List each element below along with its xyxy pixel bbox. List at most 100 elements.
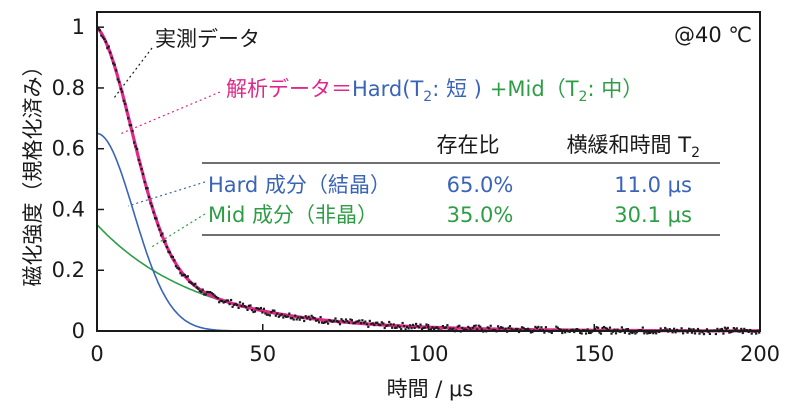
measured-point — [395, 326, 398, 329]
measured-point — [725, 327, 728, 330]
mid-row-t2: 30.1 μs — [614, 203, 692, 227]
measured-point — [143, 181, 146, 184]
measured-point — [708, 332, 711, 335]
measured-point — [520, 326, 524, 329]
measured-point — [450, 328, 453, 331]
measured-point — [498, 327, 501, 330]
measured-point — [258, 307, 261, 311]
measured-point — [740, 327, 743, 330]
measured-point — [300, 316, 303, 319]
measured-point — [264, 312, 267, 315]
measured-point — [616, 328, 619, 331]
x-ticks: 0 50 100 150 200 — [90, 324, 780, 366]
measured-point — [579, 331, 582, 334]
fit-formula-hard: Hard(T — [352, 77, 423, 101]
hard-row-label: Hard 成分（結晶） — [208, 173, 391, 197]
measured-point — [480, 328, 483, 331]
measured-point — [159, 234, 163, 237]
measured-point — [295, 318, 298, 321]
measured-point — [714, 332, 717, 336]
measured-point — [400, 328, 403, 331]
measured-point — [121, 90, 124, 93]
measured-point — [165, 246, 168, 249]
measured-point — [106, 47, 109, 50]
measured-point — [586, 328, 589, 331]
measured-point — [673, 327, 676, 330]
measured-point — [474, 324, 477, 327]
measured-point — [643, 332, 646, 335]
measured-point — [420, 328, 424, 331]
measured-point — [124, 102, 127, 105]
measured-point — [655, 332, 658, 335]
measured-point — [441, 325, 444, 328]
measured-point — [388, 320, 391, 324]
measured-point — [462, 328, 465, 331]
measured-point — [585, 332, 588, 335]
measured-point — [324, 321, 327, 324]
measured-point — [732, 327, 735, 330]
measured-point — [349, 318, 352, 321]
measured-point — [234, 302, 237, 305]
measured-point — [224, 300, 227, 303]
measured-point — [341, 319, 345, 322]
measured-point — [415, 322, 418, 325]
measured-point — [133, 141, 136, 144]
measured-data-label: 実測データ — [155, 27, 260, 51]
measured-point — [594, 328, 597, 331]
measured-point — [298, 318, 301, 321]
fit-formula: 解析データ＝Hard(T2: 短 ) +Mid（T2: 中） — [226, 77, 643, 105]
measured-point — [279, 314, 282, 317]
measured-point — [267, 313, 270, 316]
measured-point — [227, 299, 230, 302]
measured-point — [458, 324, 461, 327]
measured-point — [306, 317, 309, 320]
measured-point — [610, 332, 613, 335]
measured-point — [686, 331, 689, 334]
measured-point — [659, 327, 662, 330]
measured-point — [413, 326, 416, 329]
fit-formula-mid: +Mid（T — [490, 77, 579, 101]
measured-point — [602, 325, 606, 329]
measured-point — [307, 315, 310, 318]
measured-point — [131, 129, 134, 133]
table-header-t2: 横緩和時間 T2 — [567, 133, 700, 161]
y-tick-label: 0.6 — [52, 137, 85, 161]
measured-point — [540, 326, 543, 329]
measured-point — [209, 291, 212, 294]
measured-point — [350, 319, 353, 322]
measured-point — [362, 321, 365, 324]
measured-point — [158, 228, 161, 231]
measured-point — [607, 328, 610, 331]
measured-point — [410, 327, 413, 330]
measured-point — [201, 288, 204, 291]
measured-point — [115, 69, 118, 72]
measured-point — [174, 265, 177, 268]
temperature-label: @40 ℃ — [674, 23, 752, 47]
measured-point — [558, 328, 561, 331]
measured-point — [468, 327, 471, 330]
measured-point — [368, 319, 371, 322]
x-tick-label: 150 — [574, 342, 614, 366]
measured-point — [288, 312, 291, 315]
measured-point — [588, 331, 591, 334]
measured-point — [291, 317, 294, 320]
measured-point — [500, 326, 503, 329]
measured-point — [185, 275, 188, 278]
x-tick-label: 50 — [249, 342, 276, 366]
measured-point — [365, 323, 368, 326]
measured-point — [164, 239, 167, 243]
hard-row-ratio: 65.0% — [447, 173, 514, 197]
measured-point — [276, 312, 279, 315]
measured-point — [356, 320, 359, 323]
measured-point — [434, 327, 437, 330]
measured-point — [177, 267, 180, 270]
measured-point — [444, 326, 447, 329]
measured-point — [198, 289, 201, 292]
parameter-table: 存在比 横緩和時間 T2 Hard 成分（結晶） 65.0% 11.0 μs M… — [202, 133, 720, 236]
measured-point — [473, 324, 476, 328]
measured-point — [722, 332, 725, 335]
measured-point — [355, 320, 358, 323]
measured-point — [449, 327, 452, 330]
mid-leader-line — [149, 213, 206, 249]
